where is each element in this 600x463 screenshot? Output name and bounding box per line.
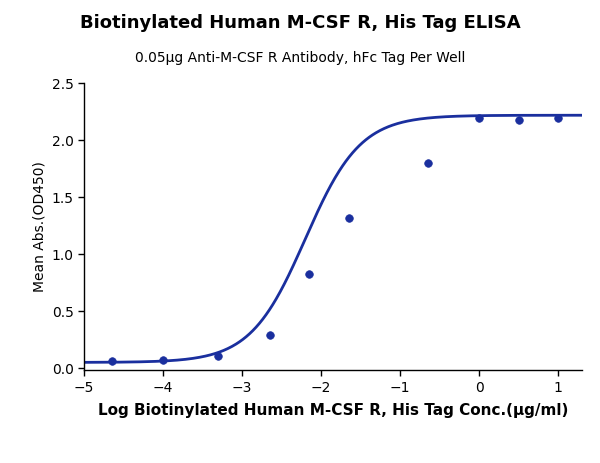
- Point: [514, 116, 524, 124]
- Text: Biotinylated Human M-CSF R, His Tag ELISA: Biotinylated Human M-CSF R, His Tag ELIS…: [80, 14, 520, 32]
- Text: 0.05μg Anti-M-CSF R Antibody, hFc Tag Per Well: 0.05μg Anti-M-CSF R Antibody, hFc Tag Pe…: [135, 51, 465, 65]
- Point: [475, 114, 484, 121]
- Point: [553, 114, 563, 121]
- Point: [158, 357, 168, 364]
- Point: [265, 331, 275, 338]
- Y-axis label: Mean Abs.(OD450): Mean Abs.(OD450): [32, 162, 46, 292]
- Point: [344, 214, 353, 221]
- Point: [214, 352, 223, 360]
- Point: [304, 270, 314, 278]
- X-axis label: Log Biotinylated Human M-CSF R, His Tag Conc.(μg/ml): Log Biotinylated Human M-CSF R, His Tag …: [98, 403, 568, 418]
- Point: [423, 159, 433, 167]
- Point: [107, 357, 116, 364]
